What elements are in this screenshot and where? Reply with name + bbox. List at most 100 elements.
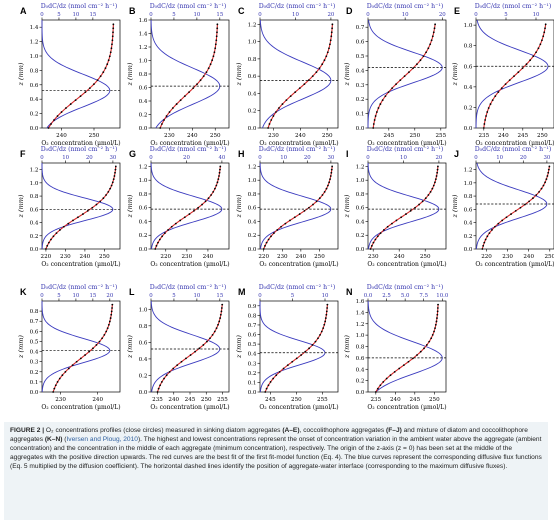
- data-point: [91, 206, 94, 209]
- x-tick-label: 250: [420, 254, 431, 260]
- x-axis-label: O₂ concentration (µmol/L): [475, 140, 554, 147]
- data-point: [211, 59, 214, 62]
- data-point: [278, 107, 280, 109]
- data-point: [425, 51, 427, 54]
- data-point: [315, 71, 318, 74]
- top-tick-label: 10: [72, 12, 79, 18]
- top-tick-label: 0: [149, 12, 153, 18]
- y-tick-label: 0.4: [464, 85, 473, 91]
- y-tick-label: 0.6: [356, 206, 365, 212]
- x-tick-label: 220: [160, 254, 171, 260]
- x-tick-label: 250: [314, 254, 325, 260]
- data-point: [437, 165, 439, 168]
- fit-curve: [375, 304, 439, 393]
- x-axis-label: O₂ concentration (µmol/L): [259, 261, 338, 268]
- data-point: [393, 370, 396, 373]
- data-point: [111, 303, 114, 306]
- data-point: [432, 31, 435, 34]
- panel-letter: F: [20, 149, 26, 159]
- data-point: [207, 67, 210, 70]
- data-point: [56, 115, 59, 117]
- data-point: [58, 377, 61, 380]
- y-tick-label: 0.8: [464, 44, 473, 50]
- figure-panels: A D₀dC/dz (nmol cm⁻² h⁻¹) 0.0 0.2 0.4 0.6 0.8 1…: [17, 3, 554, 411]
- y-tick-label: 0.0: [356, 247, 365, 253]
- data-point: [303, 83, 306, 86]
- data-point: [481, 248, 484, 250]
- data-point: [485, 115, 487, 117]
- data-point: [544, 27, 546, 30]
- caption-ref-coccolithophore: (F–J): [386, 427, 402, 434]
- top-tick-label: 5: [57, 12, 61, 18]
- panel-c: C D₀dC/dz (nmol cm⁻² h⁻¹) 0.0 0.2 0.4 0.6 0.8 1…: [235, 3, 339, 147]
- data-point: [330, 31, 333, 34]
- y-tick-label: 0.4: [356, 367, 365, 373]
- data-point: [295, 357, 298, 360]
- data-point: [50, 123, 52, 125]
- data-point: [50, 238, 52, 241]
- data-point: [308, 206, 310, 209]
- y-tick-label: 1.0: [139, 307, 148, 313]
- data-point: [323, 59, 326, 62]
- y-tick-label: 0.1: [356, 112, 365, 118]
- data-point: [160, 381, 163, 383]
- fit-curve: [481, 166, 550, 250]
- y-tick-label: 1.2: [30, 168, 39, 174]
- data-point: [215, 39, 218, 42]
- data-point: [64, 370, 67, 373]
- data-point: [111, 307, 113, 309]
- fit-curve: [267, 24, 333, 129]
- data-point: [537, 47, 540, 50]
- data-point: [540, 187, 543, 190]
- data-point: [199, 79, 202, 82]
- data-point: [491, 99, 494, 101]
- y-tick-label: 1.0: [139, 178, 148, 184]
- flux-curve: [259, 301, 326, 393]
- data-point: [106, 327, 109, 330]
- panel-e: E D₀dC/dz (nmol cm⁻² h⁻¹) 0.0 0.2 0.4 0.6 0.8 1…: [451, 3, 554, 147]
- data-point: [101, 337, 104, 340]
- y-tick-label: 0.2: [356, 379, 365, 385]
- x-tick-label: 240: [80, 254, 91, 260]
- data-point: [210, 194, 212, 196]
- y-tick-label: 1.0: [30, 54, 39, 60]
- data-point: [408, 71, 410, 74]
- y-tick-label: 0.4: [139, 219, 148, 225]
- y-tick-label: 1.4: [30, 25, 39, 31]
- x-tick-label: 245: [409, 397, 420, 403]
- y-axis-label: z (mm): [343, 335, 351, 359]
- data-point: [52, 391, 55, 393]
- data-point: [110, 313, 113, 316]
- y-tick-label: 1.0: [139, 59, 148, 65]
- data-point: [303, 210, 306, 212]
- data-point: [215, 184, 218, 187]
- data-point: [548, 165, 551, 168]
- data-point: [167, 229, 169, 231]
- data-point: [431, 187, 434, 190]
- data-point: [325, 55, 328, 58]
- data-point: [114, 168, 117, 171]
- data-point: [436, 168, 439, 171]
- data-point: [111, 181, 114, 184]
- data-point: [95, 344, 98, 346]
- y-axis-label: z (mm): [17, 62, 25, 86]
- y-axis-label: z (mm): [17, 194, 25, 218]
- data-point: [291, 360, 294, 363]
- caption-citation-link[interactable]: Iversen and Ploug, 2010: [66, 436, 138, 444]
- y-tick-label: 0.8: [356, 345, 365, 351]
- data-point: [201, 203, 203, 206]
- data-point: [267, 384, 270, 387]
- top-tick-label: 30: [109, 155, 116, 161]
- y-tick-label: 0.6: [248, 333, 257, 339]
- y-tick-label: 0.6: [356, 356, 365, 362]
- y-tick-label: 0.0: [30, 390, 39, 396]
- plot-frame: [367, 300, 447, 393]
- x-tick-label: 240: [92, 397, 103, 403]
- y-tick-label: 0.4: [30, 350, 39, 356]
- y-tick-label: 0.8: [30, 68, 39, 74]
- data-point: [421, 200, 424, 203]
- data-point: [209, 337, 211, 340]
- y-tick-label: 0.8: [464, 194, 473, 200]
- data-point: [324, 317, 327, 319]
- data-point: [61, 374, 64, 377]
